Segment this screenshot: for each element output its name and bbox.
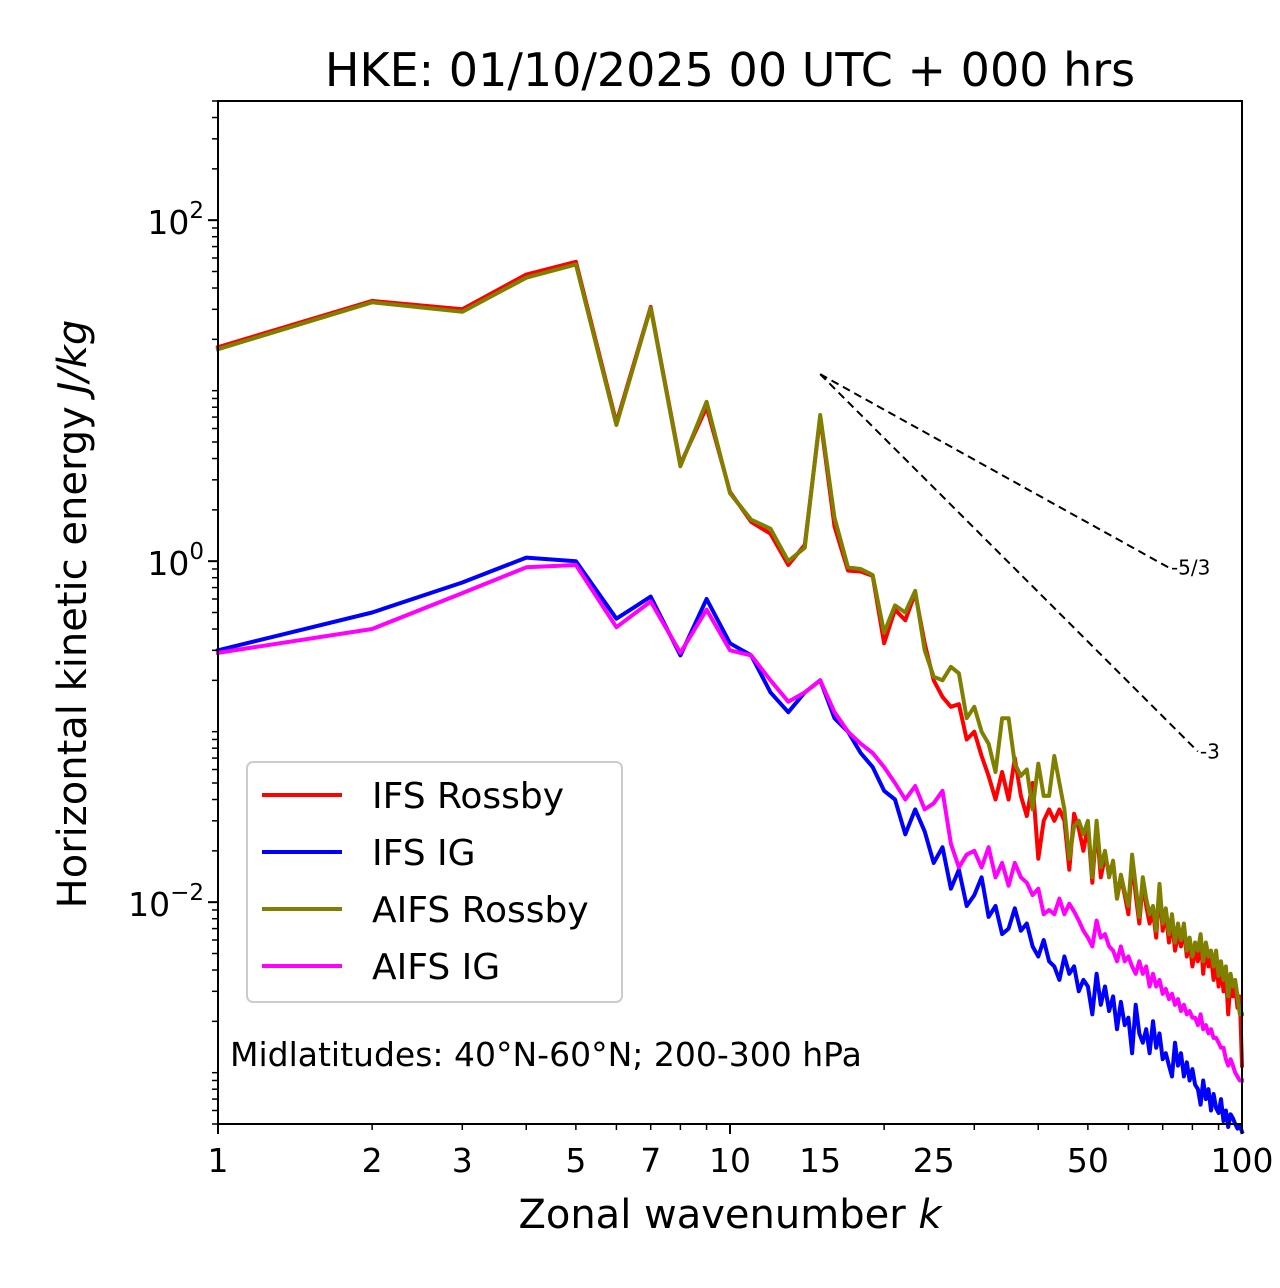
y-tick-label: 100: [147, 539, 204, 583]
legend-box: [246, 761, 623, 1003]
legend-label: AIFS IG: [372, 947, 500, 988]
x-tick-label: 50: [1067, 1141, 1109, 1180]
y-axis-label-main: Horizontal kinetic energy: [50, 394, 96, 909]
series-layer: [215, 259, 1245, 1135]
reference-lines: -5/3 -3: [819, 373, 1220, 763]
x-tick-label: 1: [208, 1141, 229, 1180]
legend: IFS Rossby IFS IG AIFS Rossby AIFS IG: [246, 761, 623, 1003]
y-axis-label: Horizontal kinetic energy J/kg: [50, 320, 96, 909]
y-tick-exponent: −2: [170, 880, 204, 906]
reference-line-1: [819, 373, 1170, 569]
y-tick-exponent: 2: [189, 198, 204, 224]
legend-label: IFS IG: [372, 833, 476, 874]
x-tick-label: 10: [709, 1141, 751, 1180]
reference-line-2: [819, 373, 1199, 753]
x-axis-label-main: Zonal wavenumber: [518, 1192, 918, 1238]
series-line-aifs-ig: [215, 563, 1244, 1083]
reference-line-label-2: -3: [1200, 739, 1220, 763]
x-tick-label: 25: [913, 1141, 955, 1180]
x-tick-label: 2: [362, 1141, 383, 1180]
x-tick-label: 3: [452, 1141, 473, 1180]
legend-label: AIFS Rossby: [372, 890, 589, 931]
x-tick-label: 7: [640, 1141, 661, 1180]
series-line-aifs-rossby: [215, 262, 1244, 1017]
legend-label: IFS Rossby: [372, 776, 564, 817]
x-axis-label: Zonal wavenumber k: [518, 1192, 943, 1238]
y-tick-exponent: 0: [189, 539, 204, 565]
y-tick-base: 10: [147, 544, 189, 583]
chart-title: HKE: 01/10/2025 00 UTC + 000 hrs: [325, 43, 1135, 97]
y-tick-label: 10−2: [128, 880, 204, 924]
region-annotation: Midlatitudes: 40°N-60°N; 200-300 hPa: [230, 1035, 862, 1074]
series-line-ifs-ig: [215, 555, 1245, 1135]
y-tick-base: 10: [147, 203, 189, 242]
x-axis-label-variable: k: [918, 1192, 943, 1238]
x-tick-label: 15: [799, 1141, 841, 1180]
x-axis: 1 2 3 5 7 10 15 25 50 100: [208, 1124, 1274, 1180]
x-tick-label: 100: [1211, 1141, 1274, 1180]
y-axis-label-variable: J/kg: [50, 320, 96, 401]
x-tick-label: 5: [565, 1141, 586, 1180]
y-tick-base: 10: [128, 885, 170, 924]
y-tick-label: 102: [147, 198, 204, 242]
reference-line-label-1: -5/3: [1171, 556, 1210, 580]
